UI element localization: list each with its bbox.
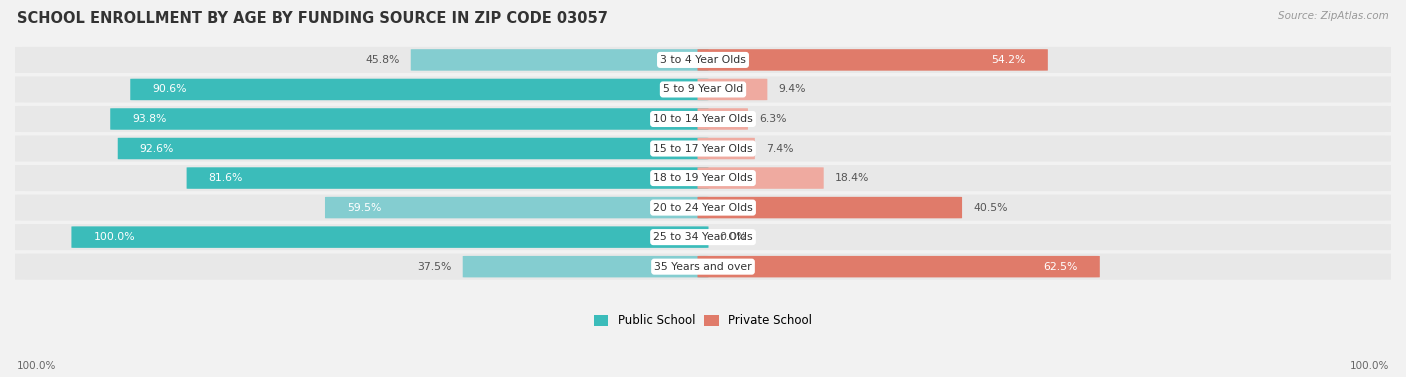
Text: 20 to 24 Year Olds: 20 to 24 Year Olds — [654, 202, 752, 213]
Text: 15 to 17 Year Olds: 15 to 17 Year Olds — [654, 144, 752, 153]
Text: 100.0%: 100.0% — [93, 232, 135, 242]
FancyBboxPatch shape — [697, 256, 1099, 277]
Text: 93.8%: 93.8% — [132, 114, 167, 124]
Text: 25 to 34 Year Olds: 25 to 34 Year Olds — [654, 232, 752, 242]
Text: 18.4%: 18.4% — [835, 173, 869, 183]
Text: 62.5%: 62.5% — [1043, 262, 1078, 272]
FancyBboxPatch shape — [10, 47, 1396, 73]
Text: 9.4%: 9.4% — [779, 84, 806, 95]
FancyBboxPatch shape — [697, 108, 748, 130]
FancyBboxPatch shape — [463, 256, 709, 277]
Text: 7.4%: 7.4% — [766, 144, 793, 153]
FancyBboxPatch shape — [325, 197, 709, 218]
Text: 37.5%: 37.5% — [418, 262, 451, 272]
FancyBboxPatch shape — [697, 138, 755, 159]
FancyBboxPatch shape — [697, 197, 962, 218]
Text: 59.5%: 59.5% — [347, 202, 381, 213]
FancyBboxPatch shape — [187, 167, 709, 189]
Text: 10 to 14 Year Olds: 10 to 14 Year Olds — [654, 114, 752, 124]
FancyBboxPatch shape — [10, 195, 1396, 221]
Text: 100.0%: 100.0% — [1350, 361, 1389, 371]
FancyBboxPatch shape — [697, 49, 1047, 70]
Text: 0.0%: 0.0% — [720, 232, 747, 242]
FancyBboxPatch shape — [110, 108, 709, 130]
FancyBboxPatch shape — [118, 138, 709, 159]
Text: 6.3%: 6.3% — [759, 114, 786, 124]
Text: 90.6%: 90.6% — [152, 84, 187, 95]
FancyBboxPatch shape — [10, 165, 1396, 191]
Text: 45.8%: 45.8% — [366, 55, 399, 65]
Legend: Public School, Private School: Public School, Private School — [593, 314, 813, 328]
FancyBboxPatch shape — [697, 167, 824, 189]
FancyBboxPatch shape — [10, 254, 1396, 280]
Text: 3 to 4 Year Olds: 3 to 4 Year Olds — [659, 55, 747, 65]
Text: 92.6%: 92.6% — [139, 144, 174, 153]
Text: 40.5%: 40.5% — [973, 202, 1008, 213]
Text: 5 to 9 Year Old: 5 to 9 Year Old — [662, 84, 744, 95]
FancyBboxPatch shape — [411, 49, 709, 70]
Text: 81.6%: 81.6% — [208, 173, 243, 183]
Text: 54.2%: 54.2% — [991, 55, 1026, 65]
FancyBboxPatch shape — [10, 77, 1396, 103]
Text: 35 Years and over: 35 Years and over — [654, 262, 752, 272]
FancyBboxPatch shape — [697, 79, 768, 100]
Text: SCHOOL ENROLLMENT BY AGE BY FUNDING SOURCE IN ZIP CODE 03057: SCHOOL ENROLLMENT BY AGE BY FUNDING SOUR… — [17, 11, 607, 26]
FancyBboxPatch shape — [10, 135, 1396, 162]
FancyBboxPatch shape — [10, 106, 1396, 132]
Text: 18 to 19 Year Olds: 18 to 19 Year Olds — [654, 173, 752, 183]
FancyBboxPatch shape — [131, 79, 709, 100]
Text: 100.0%: 100.0% — [17, 361, 56, 371]
Text: Source: ZipAtlas.com: Source: ZipAtlas.com — [1278, 11, 1389, 21]
FancyBboxPatch shape — [72, 226, 709, 248]
FancyBboxPatch shape — [10, 224, 1396, 250]
